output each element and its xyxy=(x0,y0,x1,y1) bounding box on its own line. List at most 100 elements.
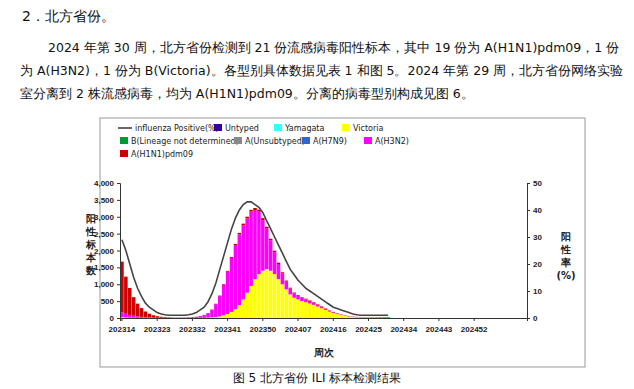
bar xyxy=(171,317,175,318)
bar xyxy=(304,302,308,318)
bar xyxy=(347,318,351,319)
bar xyxy=(359,317,363,318)
bar xyxy=(195,317,199,318)
bar xyxy=(183,317,187,318)
bar xyxy=(179,317,183,318)
tick-mark xyxy=(298,318,299,321)
bar xyxy=(167,317,171,318)
bar xyxy=(183,318,187,319)
bar xyxy=(351,316,355,317)
tick-label: 0 xyxy=(533,314,538,323)
bar xyxy=(378,318,382,319)
bar xyxy=(191,317,195,318)
bar xyxy=(179,317,183,318)
bar xyxy=(371,317,375,318)
bar xyxy=(375,317,379,318)
bar xyxy=(187,318,191,319)
bar xyxy=(292,292,296,294)
tick-mark xyxy=(157,318,158,321)
chart-frame xyxy=(100,118,585,367)
bar xyxy=(253,210,257,279)
bar xyxy=(335,314,339,315)
bar xyxy=(277,279,281,318)
tick-label: 500 xyxy=(101,297,115,306)
bar xyxy=(285,282,289,290)
legend-item: Victoria xyxy=(342,124,383,133)
legend-item: Untyped xyxy=(214,124,259,133)
tick-label: 1,500 xyxy=(94,263,115,272)
legend-swatch xyxy=(214,124,222,131)
bar xyxy=(386,317,390,318)
bar xyxy=(339,315,343,318)
bar xyxy=(128,288,132,315)
bar xyxy=(281,284,285,318)
bar xyxy=(292,293,296,297)
bar xyxy=(378,317,382,318)
bar xyxy=(316,304,320,305)
axis-line xyxy=(121,319,528,322)
tick-label: 50 xyxy=(533,179,542,188)
bar xyxy=(144,317,148,318)
tick-mark xyxy=(527,210,530,211)
bar xyxy=(226,314,230,318)
tick-label: 202314 xyxy=(109,325,136,334)
tick: 4,000 xyxy=(94,179,120,188)
bar xyxy=(386,317,390,318)
bar xyxy=(159,317,163,318)
bar xyxy=(210,310,214,317)
bar-series xyxy=(120,208,390,318)
bar xyxy=(288,289,292,295)
bar xyxy=(140,317,144,318)
tick-label: 202332 xyxy=(179,325,206,334)
bar xyxy=(343,315,347,316)
bar xyxy=(378,317,382,318)
bar xyxy=(375,318,379,319)
bar xyxy=(159,317,163,318)
bar xyxy=(124,277,128,314)
bar xyxy=(195,316,199,317)
bar xyxy=(328,311,332,312)
tick-mark xyxy=(527,264,530,265)
bar xyxy=(265,229,269,270)
axis-line xyxy=(117,184,121,319)
y-axis-title: 阳性标本数 xyxy=(85,213,97,276)
x-axis: 2023142023232023322023412023502024072024… xyxy=(109,318,528,334)
bar xyxy=(195,318,199,319)
bar xyxy=(343,315,347,316)
bar xyxy=(230,312,234,318)
bar xyxy=(187,317,191,318)
bar xyxy=(144,311,148,317)
bar xyxy=(375,317,379,318)
legend-swatch xyxy=(274,124,282,131)
bar xyxy=(214,318,218,319)
bar xyxy=(253,208,257,210)
bar xyxy=(187,317,191,318)
tick-mark xyxy=(192,318,193,321)
legend-item: Yamagata xyxy=(274,124,325,133)
bar xyxy=(363,317,367,318)
bar xyxy=(249,210,253,212)
bar xyxy=(148,314,152,318)
bar xyxy=(140,308,144,317)
tick-mark xyxy=(117,183,120,184)
bar xyxy=(148,317,152,318)
bar xyxy=(210,318,214,319)
tick-mark xyxy=(117,267,120,268)
bar xyxy=(234,244,238,245)
bar xyxy=(332,312,336,313)
bar xyxy=(167,317,171,318)
bar xyxy=(375,317,379,318)
bar xyxy=(124,318,128,319)
bar xyxy=(269,240,273,270)
tick-label: 30 xyxy=(533,233,542,242)
tick-label: 202323 xyxy=(144,325,171,334)
tick: 202332 xyxy=(179,318,206,334)
bar xyxy=(347,318,351,319)
bar xyxy=(386,318,390,319)
legend: influenza Positive(%)UntypedYamagataVict… xyxy=(118,124,409,159)
bar xyxy=(308,303,312,318)
bar xyxy=(371,317,375,318)
bar xyxy=(187,317,191,318)
bar xyxy=(218,316,222,318)
tick-mark xyxy=(117,301,120,302)
